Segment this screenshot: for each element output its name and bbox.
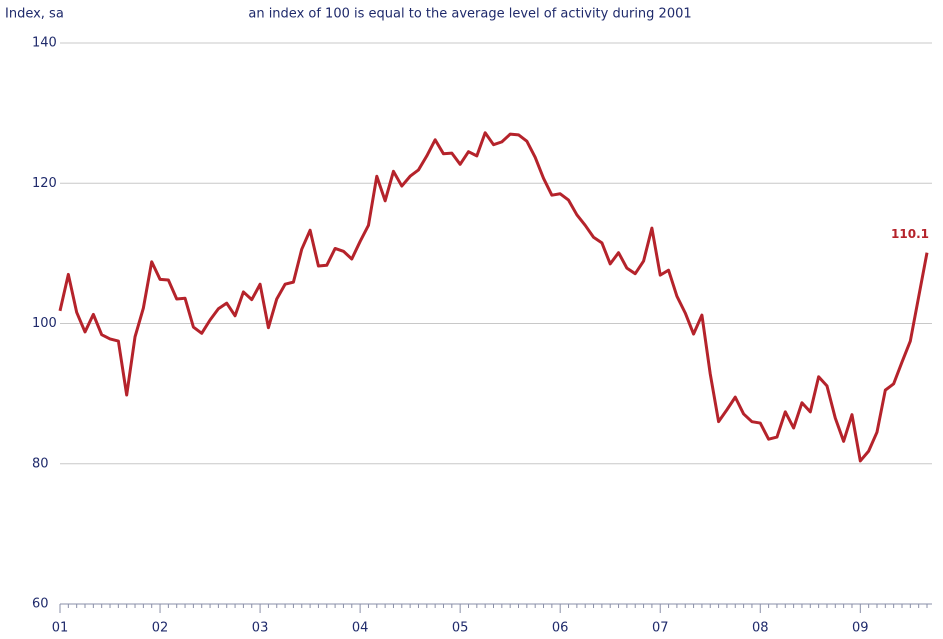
x-tick-label: 01 (52, 621, 69, 636)
y-axis-label: Index, sa (5, 7, 64, 22)
x-tick-label: 02 (152, 621, 169, 636)
chart-subtitle: an index of 100 is equal to the average … (248, 7, 691, 22)
y-tick-label: 120 (32, 176, 57, 191)
x-tick-label: 04 (352, 621, 369, 636)
y-tick-label: 80 (32, 456, 49, 471)
series-line (58, 131, 929, 463)
x-tick-label: 09 (852, 621, 869, 636)
annotation: 110.1 (891, 227, 929, 241)
x-tick-label: 05 (452, 621, 469, 636)
x-tick-label: 03 (252, 621, 269, 636)
y-tick-label: 140 (32, 36, 57, 51)
y-tick-label: 100 (32, 316, 57, 331)
y-tick-label: 60 (32, 597, 49, 612)
x-tick-label: 07 (652, 621, 669, 636)
x-tick-label: 06 (552, 621, 569, 636)
x-tick-label: 08 (752, 621, 769, 636)
